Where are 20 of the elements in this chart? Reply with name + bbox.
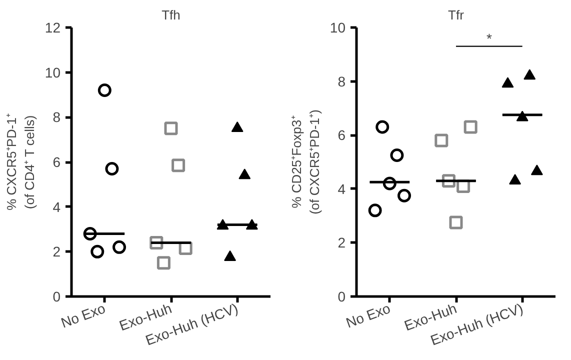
chart-title: Tfr <box>448 8 465 22</box>
y-tick-label: 8 <box>338 73 346 90</box>
y-tick-label: 6 <box>52 154 61 170</box>
chart-title: Tfh <box>162 8 180 22</box>
y-tick-label: 0 <box>52 288 61 304</box>
y-axis-title: % CD25⁺Foxp3⁺ (of CXCR5⁺PD-1⁺) <box>288 110 322 214</box>
y-tick-label: 10 <box>330 20 346 36</box>
x-tick-label: No Exo <box>344 300 393 331</box>
y-axis-title: % CXCR5⁺PD-1⁺ (of CD4⁺ T cells) <box>4 114 37 210</box>
y-tick-label: 4 <box>338 180 346 197</box>
y-tick-label: 10 <box>44 64 61 80</box>
y-tick-label: 12 <box>44 20 61 36</box>
x-tick-label: No Exo <box>58 300 108 331</box>
y-tick-label: 0 <box>338 288 346 304</box>
y-tick-label: 4 <box>52 198 61 215</box>
y-tick-label: 2 <box>338 234 346 251</box>
y-tick-label: 8 <box>52 109 61 126</box>
y-tick-label: 2 <box>52 244 61 260</box>
y-tick-label: 6 <box>338 127 346 144</box>
annotation: * <box>486 30 492 46</box>
